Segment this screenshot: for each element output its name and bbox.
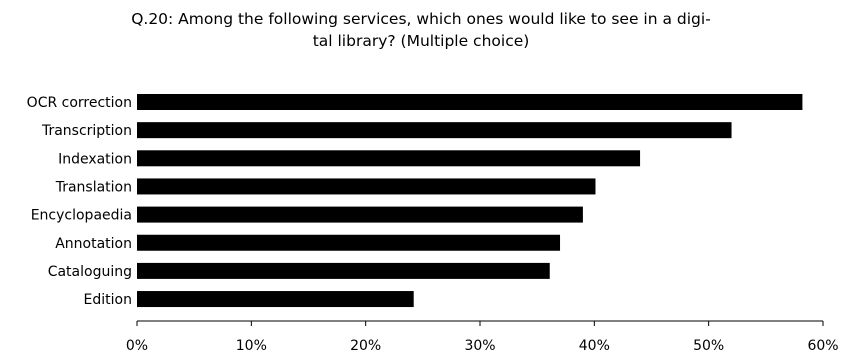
bar-cataloguing bbox=[137, 262, 550, 279]
category-label: Indexation bbox=[58, 151, 132, 167]
x-tick-label: 60% bbox=[807, 338, 838, 354]
chart-title-line-1: Q.20: Among the following services, whic… bbox=[131, 10, 711, 28]
x-axis: 0% 10% 20% 30% 40% 50% 60% bbox=[126, 320, 839, 354]
bar-annotation bbox=[137, 234, 561, 251]
bar-translation bbox=[137, 178, 596, 195]
category-label: Translation bbox=[55, 179, 132, 195]
bar-encyclopaedia bbox=[137, 206, 583, 223]
category-label: Annotation bbox=[55, 236, 132, 252]
category-labels: OCR correction Transcription Indexation Tra… bbox=[27, 95, 132, 308]
chart-title-line-2: tal library? (Multiple choice) bbox=[312, 32, 530, 50]
x-tick-label: 10% bbox=[236, 338, 267, 354]
x-tick-label: 20% bbox=[350, 338, 381, 354]
x-tick-label: 50% bbox=[693, 338, 724, 354]
bar-indexation bbox=[137, 150, 641, 167]
x-tick-label: 40% bbox=[579, 338, 610, 354]
category-label: Cataloguing bbox=[48, 264, 132, 280]
category-label: Edition bbox=[84, 292, 132, 308]
x-tick-label: 30% bbox=[464, 338, 495, 354]
category-label: OCR correction bbox=[27, 95, 132, 111]
category-label: Transcription bbox=[41, 123, 132, 139]
bars-group bbox=[137, 94, 803, 308]
bar-transcription bbox=[137, 122, 732, 139]
chart-title: Q.20: Among the following services, whic… bbox=[0, 8, 842, 52]
bar-edition bbox=[137, 291, 414, 308]
category-label: Encyclopaedia bbox=[31, 208, 132, 224]
bar-ocr-correction bbox=[137, 94, 803, 110]
x-tick-label: 0% bbox=[126, 338, 148, 354]
